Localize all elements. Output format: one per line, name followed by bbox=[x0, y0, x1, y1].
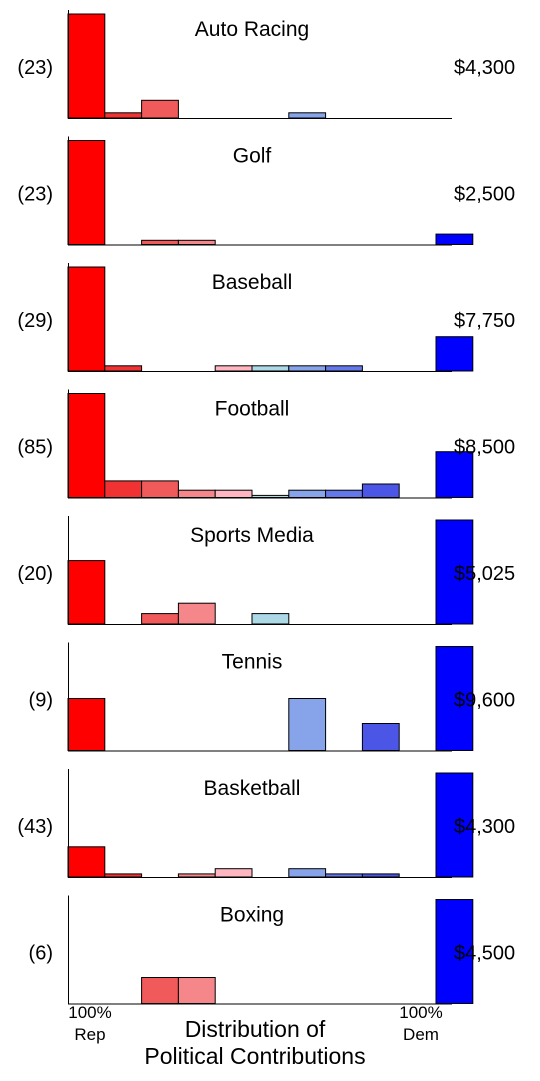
sports-media-bar bbox=[435, 519, 474, 625]
auto-racing-bar bbox=[67, 13, 106, 119]
baseball-bar bbox=[288, 365, 327, 372]
football-bar bbox=[214, 489, 253, 499]
sports-media-bar bbox=[141, 613, 179, 625]
boxing-bar bbox=[435, 899, 474, 1004]
football-bar bbox=[177, 489, 216, 499]
football-count: (85) bbox=[17, 437, 53, 459]
golf-amount: $2,500 bbox=[454, 184, 515, 206]
sports-media-bar bbox=[67, 560, 106, 625]
tennis-title: Tennis bbox=[222, 651, 283, 674]
tennis-count: (9) bbox=[29, 690, 53, 712]
golf-bar bbox=[67, 140, 106, 245]
boxing-bar bbox=[177, 977, 216, 1004]
tennis-bar bbox=[67, 698, 106, 751]
baseball-bar bbox=[104, 365, 143, 372]
x-axis-right-percent: 100% bbox=[399, 1003, 443, 1022]
baseball-title: Baseball bbox=[212, 271, 293, 294]
baseball-bar bbox=[67, 266, 106, 372]
football-bar bbox=[288, 489, 327, 499]
sports-media-bar bbox=[251, 613, 290, 625]
golf-count: (23) bbox=[17, 184, 53, 206]
football-bar bbox=[104, 480, 143, 498]
baseball-bar bbox=[435, 336, 474, 372]
football-bar bbox=[325, 489, 363, 499]
boxing-bar bbox=[141, 977, 179, 1004]
basketball-bar bbox=[288, 868, 327, 878]
football-amount: $8,500 bbox=[454, 437, 515, 459]
sports-media-amount: $5,025 bbox=[454, 563, 515, 585]
football-bar bbox=[251, 494, 290, 498]
baseball-bar bbox=[251, 365, 290, 372]
x-axis-right-label: 100% Dem bbox=[386, 1002, 456, 1046]
sports-media-title: Sports Media bbox=[190, 524, 314, 547]
x-axis-left-label: 100% Rep bbox=[55, 1002, 125, 1046]
baseball-bar bbox=[325, 365, 363, 372]
football-bar bbox=[361, 483, 400, 498]
basketball-bar bbox=[361, 873, 400, 878]
auto-racing-amount: $4,300 bbox=[454, 57, 515, 79]
golf-bar bbox=[435, 233, 474, 246]
golf-bar bbox=[177, 239, 216, 246]
boxing-title: Boxing bbox=[220, 904, 284, 927]
baseball-count: (29) bbox=[17, 310, 53, 332]
baseball-amount: $7,750 bbox=[454, 310, 515, 332]
golf-bar bbox=[141, 239, 179, 246]
x-axis-title-line-1: Distribution of bbox=[184, 1016, 326, 1042]
boxing-amount: $4,500 bbox=[454, 943, 515, 965]
basketball-count: (43) bbox=[17, 816, 53, 838]
basketball-amount: $4,300 bbox=[454, 816, 515, 838]
tennis-amount: $9,600 bbox=[454, 690, 515, 712]
football-bar bbox=[67, 393, 106, 498]
football-bar bbox=[435, 451, 474, 499]
tennis-bar bbox=[361, 723, 400, 751]
baseball-bar bbox=[214, 365, 253, 372]
auto-racing-bar bbox=[141, 99, 179, 119]
auto-racing-count: (23) bbox=[17, 57, 53, 79]
basketball-title: Basketball bbox=[204, 777, 301, 800]
football-title: Football bbox=[215, 398, 290, 421]
basketball-bar bbox=[435, 772, 474, 878]
boxing-count: (6) bbox=[29, 943, 53, 965]
basketball-bar bbox=[104, 873, 143, 878]
x-axis-title: Distribution of Political Contributions bbox=[110, 1016, 400, 1070]
tennis-bar bbox=[288, 698, 327, 751]
auto-racing-bar bbox=[288, 112, 327, 119]
basketball-bar bbox=[214, 868, 253, 878]
golf-title: Golf bbox=[233, 145, 272, 168]
auto-racing-bar bbox=[104, 112, 143, 119]
x-axis-right-party: Dem bbox=[403, 1025, 439, 1044]
basketball-bar bbox=[325, 873, 363, 878]
tennis-bar bbox=[435, 646, 474, 751]
x-axis-title-line-2: Political Contributions bbox=[144, 1043, 366, 1069]
x-axis-left-party: Rep bbox=[74, 1025, 106, 1044]
basketball-bar bbox=[67, 846, 106, 878]
auto-racing-title: Auto Racing bbox=[195, 18, 309, 41]
football-bar bbox=[141, 480, 179, 498]
sports-media-bar bbox=[177, 602, 216, 625]
sports-media-count: (20) bbox=[17, 563, 53, 585]
basketball-bar bbox=[177, 873, 216, 878]
x-axis-left-percent: 100% bbox=[68, 1003, 112, 1022]
